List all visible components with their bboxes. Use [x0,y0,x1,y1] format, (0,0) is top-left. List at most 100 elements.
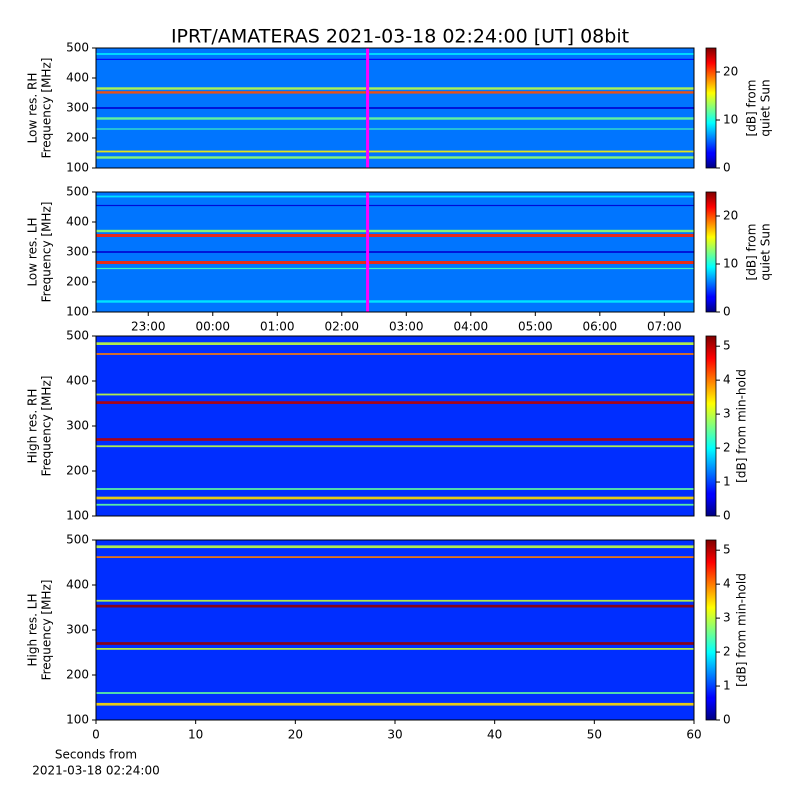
spectral-band [96,556,694,558]
spectral-band [96,604,694,608]
colorbar [705,335,717,517]
x-tick-label: 00:00 [195,320,230,334]
spectral-band [96,117,694,120]
spectral-band [96,353,694,355]
colorbar-tick-label: 1 [723,679,731,693]
x-tick-label: 23:00 [131,320,166,334]
y-tick-label: 200 [66,131,89,145]
colorbar-label: quiet Sun [759,223,773,280]
y-tick-label: 200 [66,275,89,289]
y-tick-label: 400 [66,578,89,592]
y-tick-label: 300 [66,101,89,115]
spectral-band [96,53,694,55]
x-tick-label: 06:00 [583,320,618,334]
y-tick-label: 500 [66,185,89,199]
colorbar [705,191,717,313]
spectral-band [96,545,694,549]
colorbar [705,539,717,721]
colorbar-tick-label: 5 [723,339,731,353]
spectral-band [96,234,694,237]
y-axis-label: Low res. RH [26,73,40,144]
x-tick-label: 60 [686,728,701,742]
colorbar-tick-label: 3 [723,611,731,625]
x-tick-label: 30 [387,728,402,742]
spectral-band [96,702,694,706]
colorbar-tick-label: 3 [723,407,731,421]
spectral-band [96,692,694,694]
colorbar-tick-label: 2 [723,441,731,455]
x-tick-label: 04:00 [454,320,489,334]
spectral-band [96,599,694,602]
colorbar-tick-label: 10 [723,113,738,127]
spectral-band [96,503,694,506]
y-tick-label: 500 [66,41,89,55]
y-tick-label: 200 [66,464,89,478]
colorbar-tick-label: 0 [723,713,731,727]
colorbar-tick-label: 5 [723,543,731,557]
y-tick-label: 500 [66,329,89,343]
colorbar-tick-label: 20 [723,65,738,79]
x-tick-label: 10 [188,728,203,742]
x-tick-label: 03:00 [389,320,424,334]
colorbar-label: [dB] from min-hold [735,573,749,687]
colorbar [705,47,717,169]
spectral-band [96,393,694,396]
x-tick-label: 01:00 [260,320,295,334]
heatmap-background [96,540,694,720]
spectral-band [96,261,694,264]
y-tick-label: 400 [66,374,89,388]
colorbar-tick-label: 20 [723,209,738,223]
spectral-band [96,496,694,500]
y-tick-label: 400 [66,71,89,85]
spectral-band [96,267,694,270]
spectral-band [96,150,694,153]
x-tick-label: 05:00 [518,320,553,334]
spectral-band [96,195,694,198]
spectral-band [96,156,694,159]
y-tick-label: 300 [66,623,89,637]
y-tick-label: 100 [66,509,89,523]
y-axis-label: Frequency [MHz] [40,580,54,681]
spectral-band [96,204,694,207]
x-tick-label: 20 [288,728,303,742]
x-tick-label: 0 [92,728,100,742]
y-tick-label: 500 [66,533,89,547]
y-axis-label: High res. LH [26,593,40,666]
colorbar-tick-label: 4 [723,373,731,387]
spectral-band [96,300,694,303]
colorbar-label: [dB] from [745,80,759,137]
x-axis-label: 2021-03-18 02:24:00 [32,764,159,778]
y-axis-label: Frequency [MHz] [40,202,54,303]
spectral-band [96,58,694,60]
y-axis-label: Low res. LH [26,217,40,286]
figure-title: IPRT/AMATERAS 2021-03-18 02:24:00 [UT] 0… [171,26,629,48]
spectral-band [96,642,694,645]
y-tick-label: 100 [66,161,89,175]
y-tick-label: 300 [66,419,89,433]
colorbar-tick-label: 2 [723,645,731,659]
colorbar-tick-label: 0 [723,509,731,523]
y-axis-label: Frequency [MHz] [40,58,54,159]
spectral-band [96,401,694,404]
colorbar-tick-label: 10 [723,257,738,271]
spectral-band [96,438,694,441]
spectral-band [96,128,694,130]
x-tick-label: 50 [587,728,602,742]
x-axis-label: Seconds from [55,748,137,762]
colorbar-tick-label: 0 [723,161,731,175]
y-tick-label: 100 [66,713,89,727]
spectral-band [96,445,694,448]
y-axis-label: Frequency [MHz] [40,376,54,477]
spectral-band [96,229,694,233]
y-axis-label: High res. RH [26,389,40,464]
colorbar-tick-label: 4 [723,577,731,591]
colorbar-tick-label: 0 [723,305,731,319]
y-tick-label: 100 [66,305,89,319]
x-tick-label: 02:00 [324,320,359,334]
colorbar-tick-label: 1 [723,475,731,489]
colorbar-label: quiet Sun [759,79,773,136]
y-tick-label: 200 [66,668,89,682]
x-tick-label: 40 [487,728,502,742]
spectral-band [96,648,694,650]
